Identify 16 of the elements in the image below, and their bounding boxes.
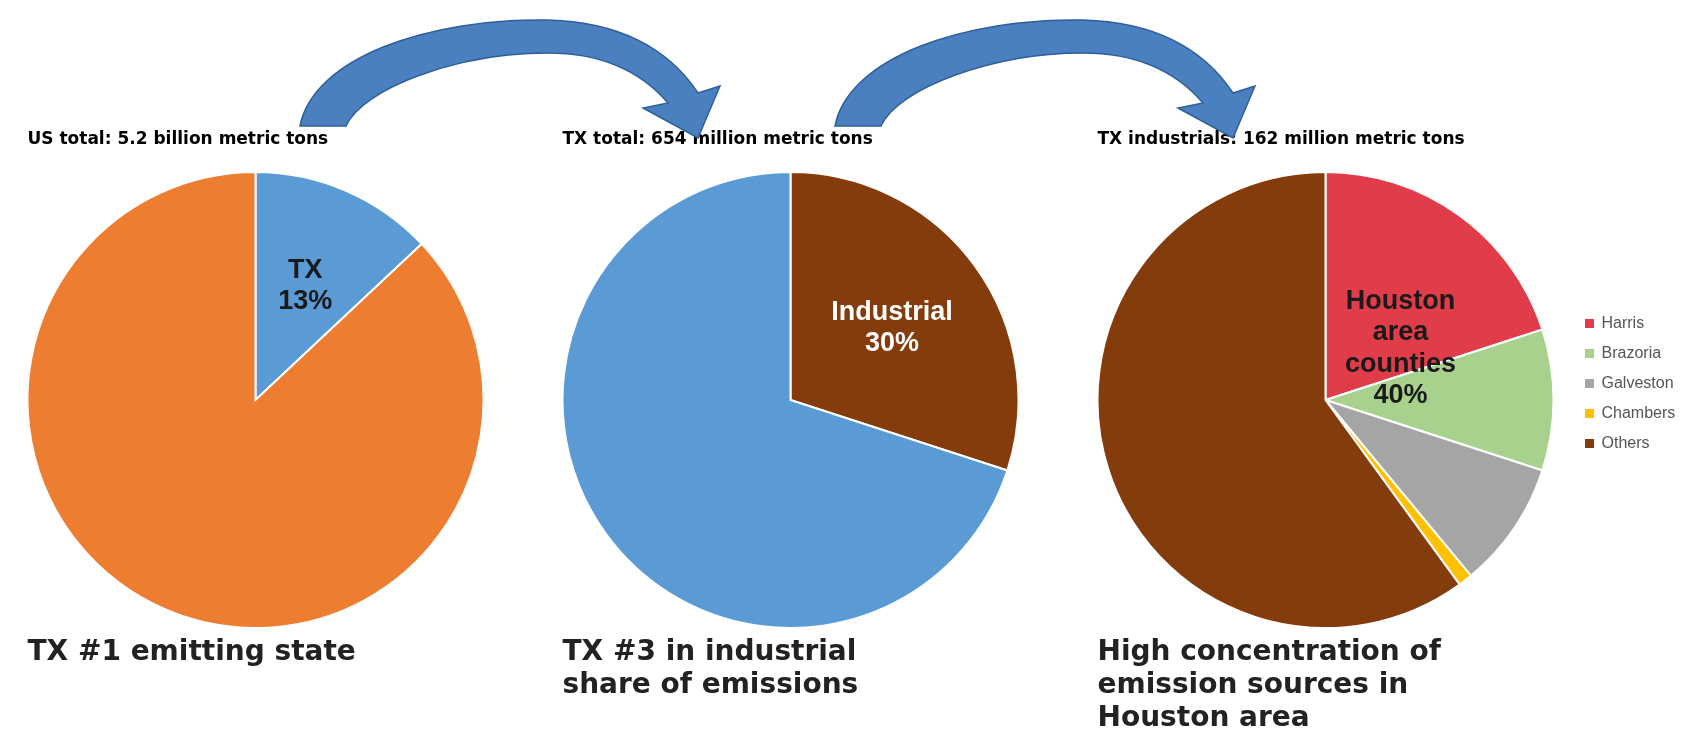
slice-label: TX bbox=[287, 254, 323, 285]
chart-title: TX total: 654 million metric tons bbox=[562, 128, 874, 148]
chart-title: US total: 5.2 billion metric tons bbox=[27, 128, 330, 148]
slice-label: Industrial bbox=[830, 295, 953, 326]
text: High concentration of emission sources in Houston area bbox=[1097, 634, 1443, 733]
data-label: 30% bbox=[864, 326, 919, 357]
legend-label: Brazoria bbox=[1600, 343, 1663, 363]
legend-label: Chambers bbox=[1600, 403, 1676, 423]
text: TX #1 emitting state bbox=[27, 634, 357, 667]
legend-label: Others bbox=[1600, 433, 1651, 453]
pie-slice bbox=[26, 171, 484, 628]
legend-label: Harris bbox=[1600, 313, 1646, 333]
chart-title: TX industrials: 162 million metric tons bbox=[1097, 128, 1466, 148]
legend-label: Galveston bbox=[1600, 373, 1675, 393]
data-label: 13% bbox=[277, 285, 332, 316]
text: TX #3 in industrial share of emissions bbox=[562, 634, 860, 700]
